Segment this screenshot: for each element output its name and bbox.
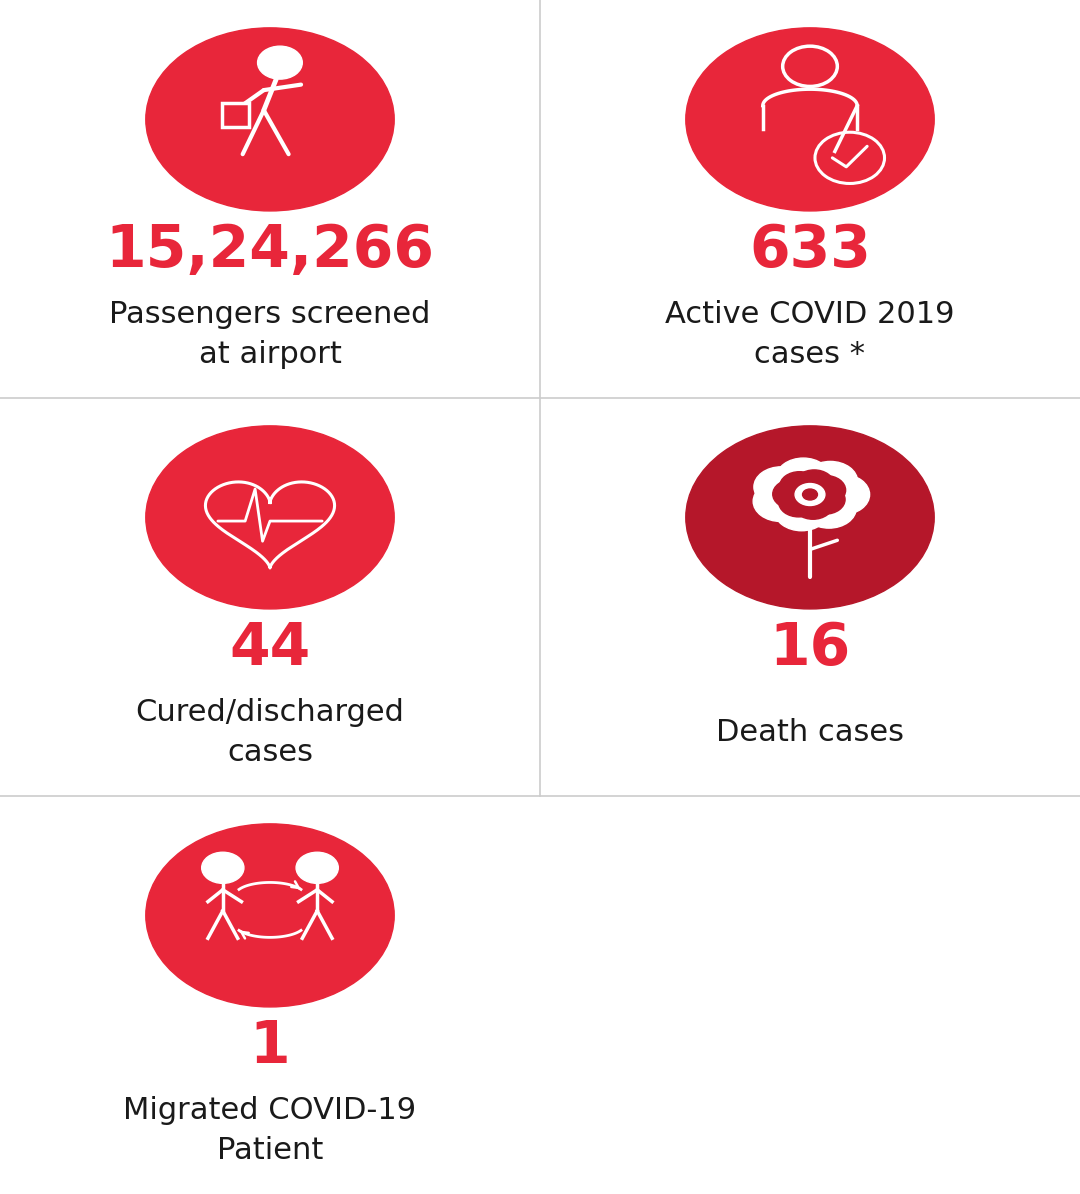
Circle shape [754,467,809,507]
Text: Active COVID 2019
cases *: Active COVID 2019 cases * [665,300,955,369]
Text: Migrated COVID-19
Patient: Migrated COVID-19 Patient [123,1096,417,1165]
Circle shape [257,47,302,79]
Circle shape [686,426,934,609]
Circle shape [753,481,808,522]
Circle shape [794,470,834,499]
Circle shape [773,480,812,509]
Text: Passengers screened
at airport: Passengers screened at airport [109,300,431,369]
Circle shape [774,491,829,531]
Circle shape [801,488,856,528]
Text: 44: 44 [229,620,311,677]
Circle shape [775,458,831,498]
FancyBboxPatch shape [221,103,248,127]
Circle shape [202,853,244,884]
Text: 15,24,266: 15,24,266 [106,222,434,279]
Circle shape [296,853,338,884]
Circle shape [779,487,819,517]
Circle shape [806,485,845,515]
Circle shape [795,484,825,505]
Circle shape [806,475,846,505]
Text: 16: 16 [769,620,851,677]
Text: 1: 1 [249,1018,291,1076]
Circle shape [146,426,394,609]
Circle shape [815,474,869,515]
Text: Cured/discharged
cases: Cured/discharged cases [136,697,404,767]
Circle shape [793,490,833,519]
Circle shape [804,461,858,501]
Circle shape [780,472,820,501]
Circle shape [686,27,934,211]
Text: Death cases: Death cases [716,718,904,746]
Circle shape [146,824,394,1007]
Circle shape [146,27,394,211]
Text: 633: 633 [750,222,870,279]
Circle shape [802,490,818,500]
